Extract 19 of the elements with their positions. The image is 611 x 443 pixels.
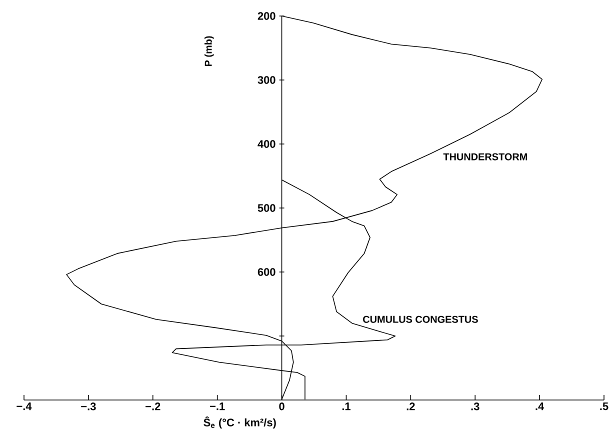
y-axis-title: P (mb)	[204, 36, 214, 66]
series-label: CUMULUS CONGESTUS	[363, 316, 478, 323]
x-tick-label: −.2	[146, 402, 160, 410]
x-tick-label: −.1	[210, 402, 225, 410]
series-label: THUNDERSTORM	[443, 153, 528, 160]
x-tick-label: 0	[279, 402, 284, 410]
y-tick-label: 200	[258, 12, 276, 20]
y-tick-label: 400	[258, 140, 276, 148]
y-tick-label: 500	[258, 204, 276, 212]
x-tick-label: .1	[342, 402, 350, 410]
y-tick-label: 300	[258, 76, 276, 84]
x-axis-title: Ŝ$_{e}$ (°C · km²/s)	[204, 416, 276, 429]
x-tick-label: −.4	[16, 402, 32, 410]
y-tick-label: 600	[258, 268, 276, 276]
x-tick-label: −.3	[81, 402, 96, 410]
x-tick-label: .3	[471, 402, 480, 410]
x-tick-label: .4	[536, 402, 544, 410]
x-tick-label: .5	[600, 402, 608, 410]
x-tick-label: .2	[406, 402, 415, 410]
